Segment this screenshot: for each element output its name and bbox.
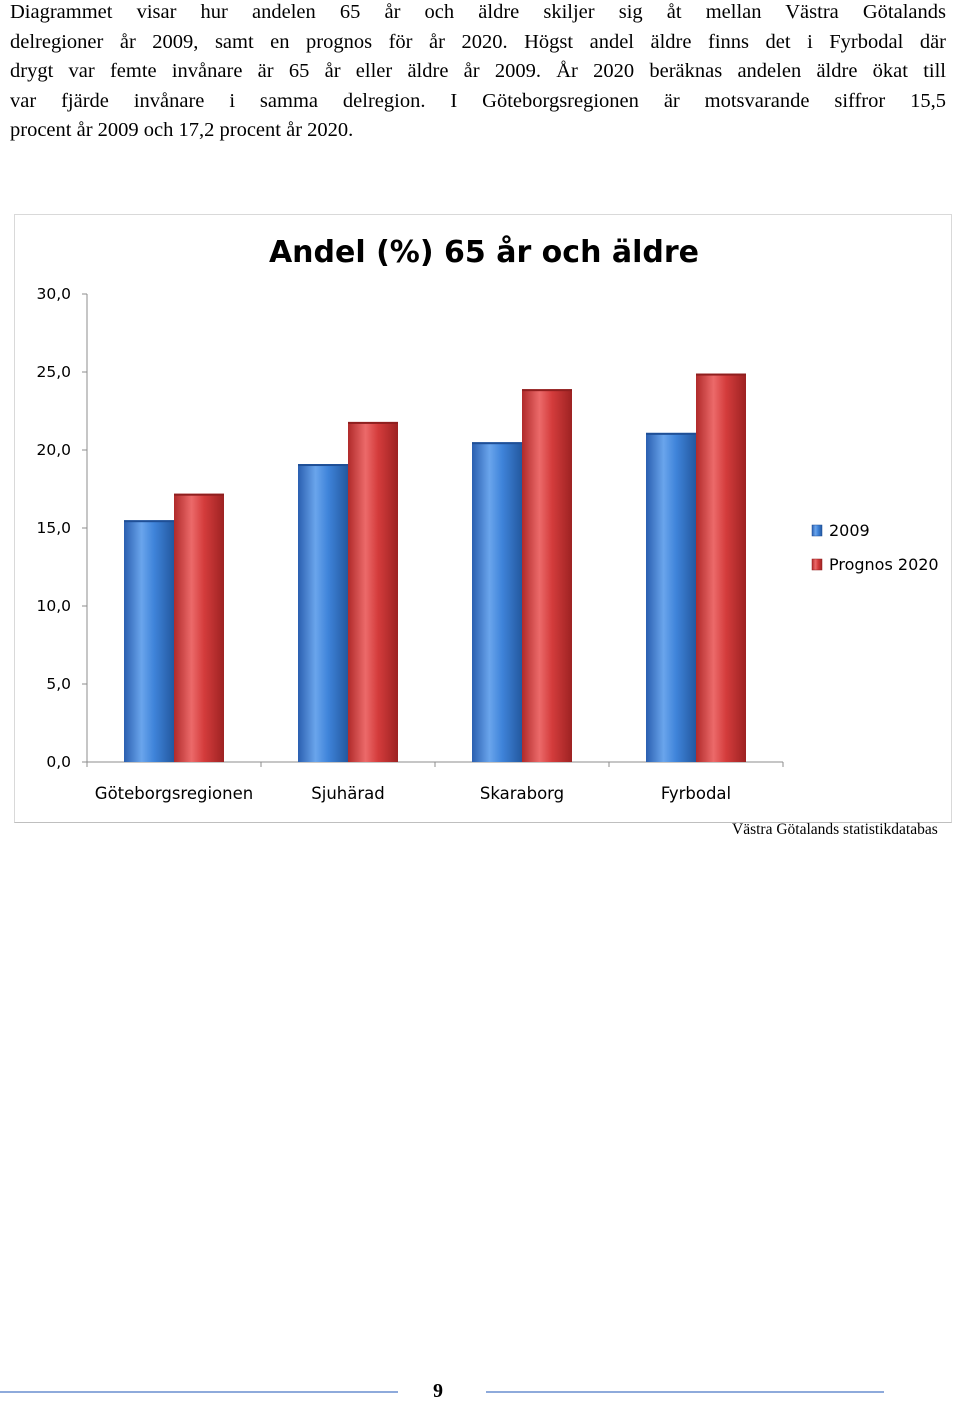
bar-top-edge [124,520,174,523]
x-tick-label: Skaraborg [480,784,564,803]
bar [174,493,224,762]
paragraph-line: procent år 2009 och 17,2 procent år 2020… [10,119,354,142]
y-tick-label: 0,0 [46,753,71,771]
bar-top-edge [174,493,224,496]
bar [522,389,572,762]
legend: 2009 Prognos 2020 [811,521,939,574]
bar [646,432,696,762]
bar [124,520,174,762]
y-tick-label: 30,0 [36,285,71,303]
y-tick-label: 25,0 [36,363,71,381]
bar [348,421,398,762]
bars-group [124,373,746,762]
source-note: Västra Götalands statistikdatabas [732,821,938,838]
paragraph-line: Diagrammet visar hur andelen 65 år och ä… [10,1,946,23]
y-axis: 0,0 5,0 10,0 15,0 20,0 25,0 30,0 [36,285,87,771]
y-tick-label: 10,0 [36,597,71,615]
y-tick-label: 20,0 [36,441,71,459]
y-tick-label: 5,0 [46,675,71,693]
x-tick-label: Fyrbodal [661,784,731,803]
bar-top-edge [522,389,572,392]
footer-rule-left [0,1391,398,1393]
chart-container: Andel (%) 65 år och äldre 0,0 5,0 10,0 15,0… [14,214,952,823]
bar-top-edge [472,442,522,445]
x-tick-label: Sjuhärad [311,784,384,803]
page-number: 9 [433,1380,443,1402]
bar-chart: Andel (%) 65 år och äldre 0,0 5,0 10,0 15,0… [36,234,939,803]
y-tick-label: 15,0 [36,519,71,537]
x-axis: Göteborgsregionen Sjuhärad Skaraborg Fyrbod… [86,762,784,803]
bar-top-edge [298,464,348,467]
legend-label: Prognos 2020 [829,555,939,574]
paragraph-line: delregioner år 2009, samt en prognos för… [10,30,946,53]
bar-top-edge [348,421,398,424]
bar [696,373,746,762]
bar-top-edge [696,373,746,376]
legend-swatch [811,524,823,537]
body-paragraph: Diagrammet visar hur andelen 65 år och ä… [10,0,946,146]
legend-label: 2009 [829,521,870,540]
footer-rule-right [486,1391,884,1393]
bar-top-edge [646,432,696,435]
chart-title: Andel (%) 65 år och äldre [269,234,699,270]
x-tick-label: Göteborgsregionen [95,784,253,803]
bar [298,464,348,762]
bar [472,442,522,762]
paragraph-line: var fjärde invånare i samma delregion. I… [10,89,946,112]
legend-swatch [811,558,823,571]
paragraph-line: drygt var femte invånare är 65 år eller … [10,60,946,83]
